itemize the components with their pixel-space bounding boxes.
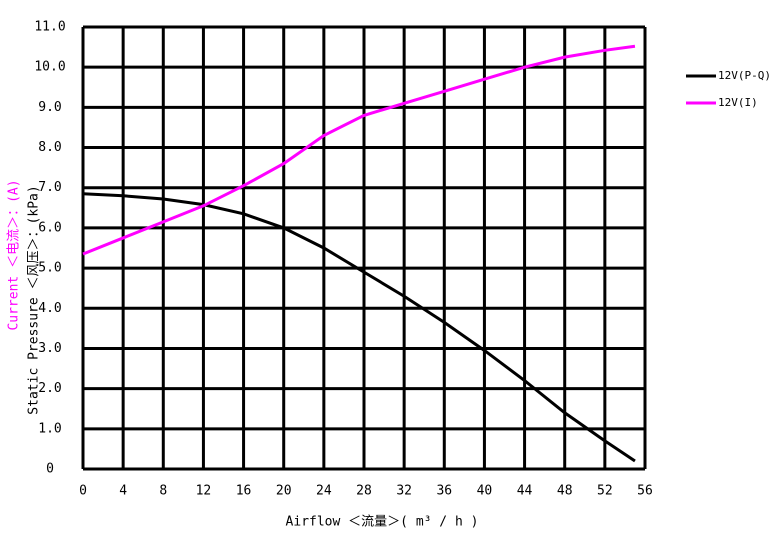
x-tick-label: 4 — [119, 484, 127, 499]
x-tick-label: 24 — [316, 484, 332, 499]
x-tick-label: 56 — [637, 484, 653, 499]
x-tick-label: 0 — [79, 484, 87, 499]
y-tick-label: 4.0 — [38, 301, 61, 316]
y-tick-label: 1.0 — [38, 421, 61, 436]
x-tick-label: 52 — [597, 484, 613, 499]
x-tick-label: 36 — [436, 484, 452, 499]
y-tick-label: 3.0 — [38, 341, 61, 356]
y-tick-label: 2.0 — [38, 381, 61, 396]
y-tick-label: 11.0 — [34, 20, 65, 35]
series-line — [82, 44, 636, 256]
y-tick-label: 9.0 — [38, 100, 61, 115]
x-tick-label: 12 — [196, 484, 212, 499]
legend-label: 12V(I) — [718, 96, 758, 109]
y-tick-label: 7.0 — [38, 180, 61, 195]
x-tick-label: 48 — [557, 484, 573, 499]
x-tick-label: 44 — [517, 484, 533, 499]
y-axis-label: Static Pressure ＜风压＞：(kPa) — [27, 185, 42, 414]
x-tick-label: 32 — [396, 484, 412, 499]
x-axis-label: Airflow ＜流量＞( m³ / h ) — [286, 515, 479, 530]
x-tick-label: 16 — [236, 484, 252, 499]
x-tick-label: 20 — [276, 484, 292, 499]
series-line — [82, 192, 636, 463]
legend-label: 12V(P-Q) — [718, 69, 770, 82]
y2-axis-label: Current ＜电流＞：(A) — [7, 179, 22, 330]
y-tick-label: 8.0 — [38, 140, 61, 155]
y-tick-label: 6.0 — [38, 220, 61, 235]
x-tick-label: 8 — [159, 484, 167, 499]
y-tick-label: 10.0 — [34, 60, 65, 75]
y-tick-label: 0 — [46, 462, 54, 477]
x-tick-label: 40 — [477, 484, 493, 499]
x-tick-label: 28 — [356, 484, 372, 499]
y-tick-label: 5.0 — [38, 261, 61, 276]
